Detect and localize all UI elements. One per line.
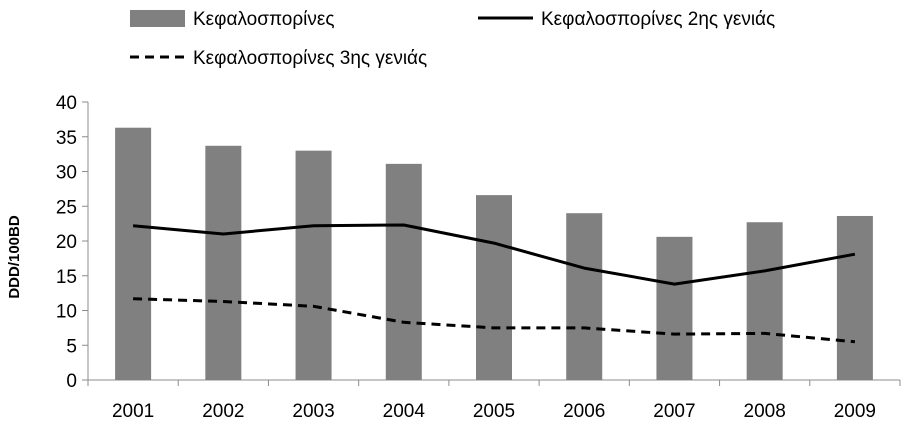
y-tick-label: 25 bbox=[56, 197, 77, 218]
y-tick-label: 15 bbox=[56, 267, 77, 288]
y-tick-label: 20 bbox=[56, 232, 77, 253]
legend-label: Κεφαλοσπορίνες bbox=[193, 9, 335, 30]
y-tick-label: 30 bbox=[56, 163, 77, 184]
bar-2002 bbox=[205, 145, 242, 380]
x-tick-label: 2009 bbox=[834, 401, 876, 422]
x-tick-label: 2001 bbox=[112, 401, 154, 422]
bar-2009 bbox=[836, 215, 873, 380]
y-tick-label: 10 bbox=[56, 302, 77, 323]
x-tick-label: 2006 bbox=[563, 401, 605, 422]
bar-2005 bbox=[476, 195, 512, 380]
y-tick-label: 0 bbox=[66, 371, 77, 392]
x-tick-label: 2007 bbox=[653, 401, 695, 422]
y-tick-label: 35 bbox=[56, 128, 77, 149]
legend: Κεφαλοσπορίνες Κεφαλοσπορίνες 2ης γενιάς Κ… bbox=[130, 9, 775, 69]
bar-2003 bbox=[295, 150, 332, 380]
x-tick-label: 2005 bbox=[473, 401, 515, 422]
x-tick-label: 2004 bbox=[383, 401, 426, 422]
y-tick-label: 5 bbox=[66, 336, 77, 357]
line-dashed bbox=[133, 297, 856, 344]
bar-2007 bbox=[656, 236, 693, 380]
x-tick-label: 2002 bbox=[202, 401, 244, 422]
y-tick-label: 40 bbox=[56, 93, 77, 114]
legend-label: Κεφαλοσπορίνες 3ης γενιάς bbox=[193, 48, 427, 69]
bar-2001 bbox=[115, 127, 152, 380]
bar-2008 bbox=[746, 222, 783, 380]
y-axis-label: DDD/100BD bbox=[6, 215, 23, 299]
x-axis: 2001 2002 2003 2004 2005 2006 2007 2008 2009 bbox=[87, 379, 901, 422]
x-tick-label: 2003 bbox=[292, 401, 334, 422]
legend-swatch-bar bbox=[130, 10, 185, 27]
bar-2004 bbox=[385, 163, 422, 380]
x-tick-label: 2008 bbox=[744, 401, 786, 422]
bar-series bbox=[115, 127, 873, 380]
line-solid bbox=[132, 223, 856, 286]
line-series bbox=[132, 223, 856, 344]
bar-2006 bbox=[566, 213, 603, 380]
y-axis: 0 5 10 15 20 25 30 35 40 bbox=[56, 93, 89, 392]
legend-label: Κεφαλοσπορίνες 2ης γενιάς bbox=[541, 9, 775, 30]
